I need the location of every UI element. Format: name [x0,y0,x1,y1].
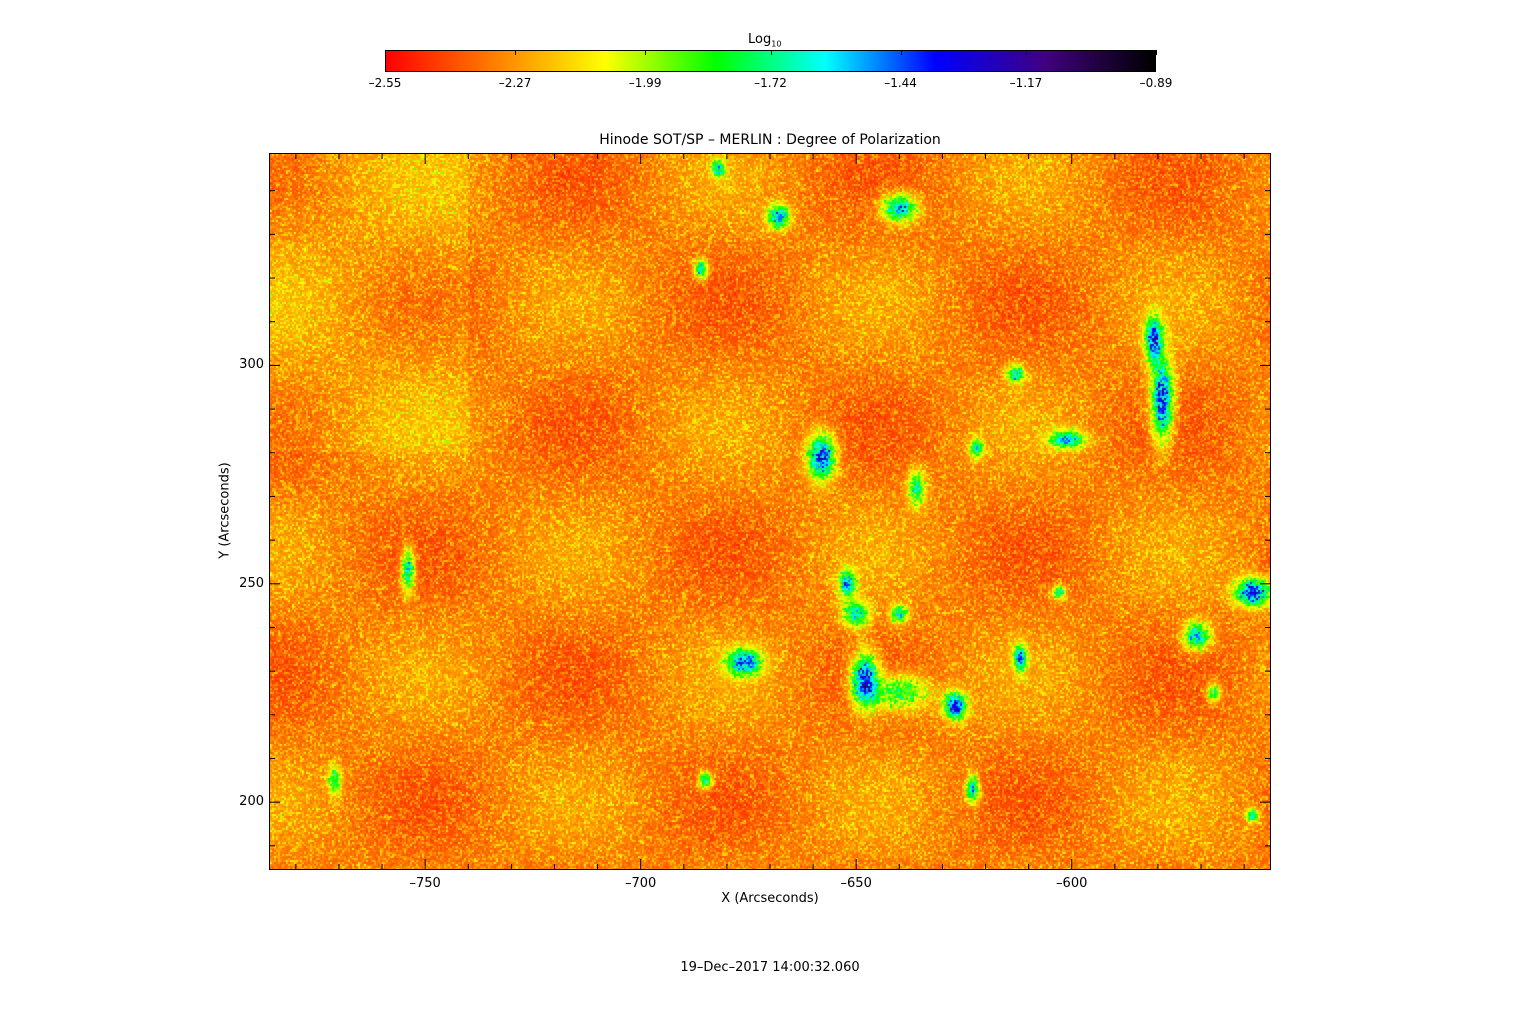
timestamp: 19–Dec–2017 14:00:32.060 [680,960,860,975]
colorbar-tick [1156,50,1157,55]
colorbar-tick-label: –1.99 [628,76,662,90]
y-axis-label: Y (Arcseconds) [217,462,233,559]
heatmap-image [270,154,1270,869]
chart-title: Hinode SOT/SP – MERLIN : Degree of Polar… [599,132,941,148]
x-tick-label: –650 [840,876,872,891]
colorbar-tick [900,50,902,55]
axis-ticks [270,154,1270,869]
x-axis-label: X (Arcseconds) [721,891,819,906]
colorbar-label-base: Log [748,32,772,47]
colorbar-tick [770,50,772,55]
heatmap-plot-area [269,153,1271,870]
y-tick-label: 250 [239,575,264,591]
colorbar-tick [645,50,647,55]
colorbar-tick [385,50,386,55]
colorbar-tick [1025,50,1027,55]
colorbar-label-sub: 10 [771,39,782,49]
colorbar-tick-label: –0.89 [1139,76,1173,90]
colorbar-tick-label: –1.44 [884,76,917,90]
colorbar-tick-label: –1.72 [754,76,787,90]
y-tick-label: 200 [239,794,264,810]
colorbar-tick [515,50,517,55]
colorbar-tick-label: –2.27 [498,76,532,90]
x-tick-label: –600 [1056,876,1088,891]
y-tick-label: 300 [239,357,264,373]
colorbar-label: Log10 [748,32,781,49]
x-tick-label: –750 [409,876,441,891]
colorbar-tick-label: –1.17 [1009,76,1043,90]
colorbar-tick-label: –2.55 [368,76,402,90]
x-tick-label: –700 [625,876,657,891]
